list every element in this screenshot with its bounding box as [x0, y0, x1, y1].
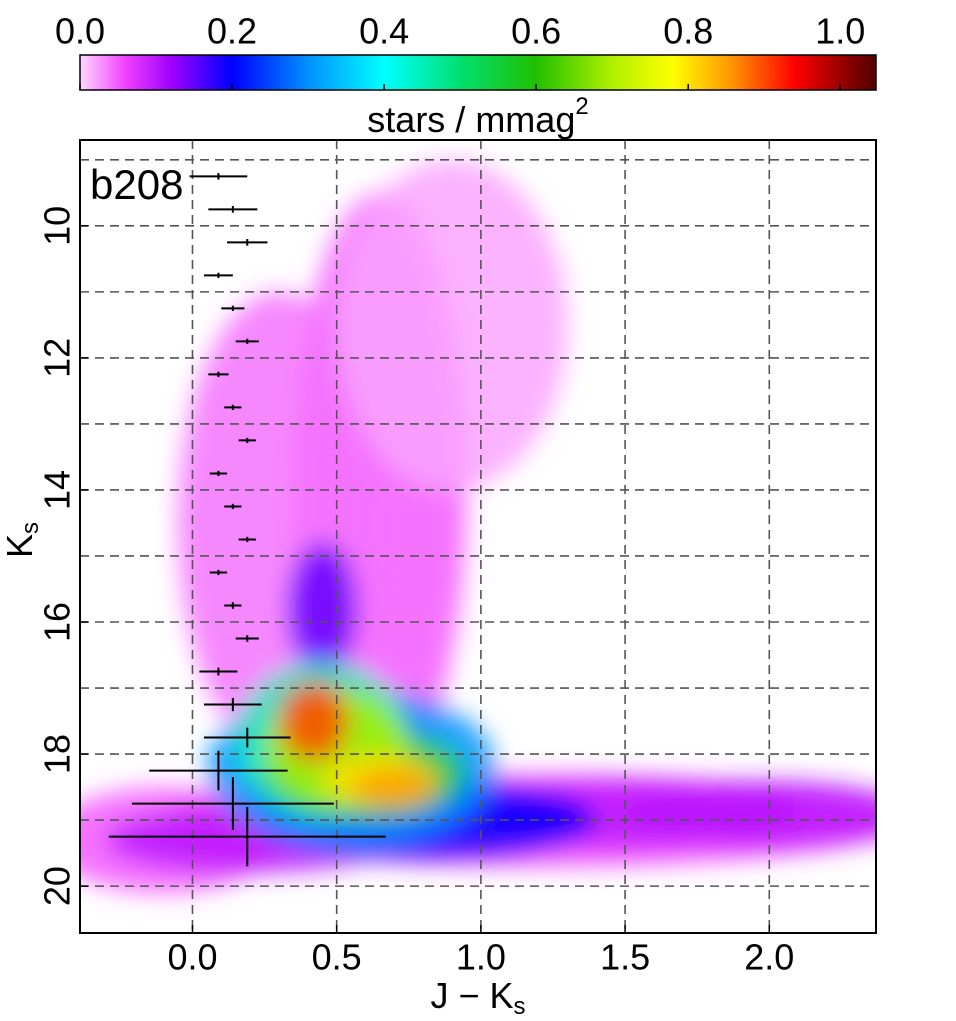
y-label-main: K [0, 534, 40, 558]
colorbar-tick-label: 0.0 [55, 11, 105, 52]
x-label-main: J − K [430, 975, 513, 1016]
colorbar [79, 54, 877, 91]
plot-frame [79, 139, 877, 934]
grid [80, 140, 876, 933]
colorbar-label-sup: 2 [575, 93, 588, 120]
density-blob [336, 159, 568, 490]
y-tick-label: 18 [37, 734, 78, 774]
x-axis-label: J − Ks [430, 975, 525, 1021]
y-tick-label: 16 [37, 602, 78, 642]
y-tick-label: 12 [37, 338, 78, 378]
colorbar-tick-label: 0.4 [359, 11, 409, 52]
x-tick-label: 1.0 [456, 937, 506, 978]
x-tick-label: 1.5 [600, 937, 650, 978]
y-tick-label: 10 [37, 206, 78, 246]
y-label-sub: s [17, 522, 44, 534]
colorbar-tick-label: 0.6 [511, 11, 561, 52]
density-blob [279, 681, 349, 761]
density-blob [287, 542, 357, 675]
density-map [80, 159, 876, 893]
x-tick-label: 0.5 [312, 937, 362, 978]
error-bars [108, 173, 386, 867]
colorbar-label-main: stars / mmag [367, 99, 575, 140]
colorbar-tick-label: 0.8 [663, 11, 713, 52]
colorbar-label: stars / mmag2 [367, 93, 588, 139]
annotation: b208 [90, 161, 183, 208]
y-tick-label: 20 [37, 866, 78, 906]
x-tick-label: 2.0 [744, 937, 794, 978]
y-axis-label: Ks [0, 522, 44, 558]
density-blob [351, 767, 438, 807]
x-tick-label: 0.0 [167, 937, 217, 978]
y-tick-label: 14 [37, 470, 78, 510]
colorbar-tick-label: 0.2 [207, 11, 257, 52]
x-label-sub: s [514, 993, 526, 1020]
colorbar-tick-label: 1.0 [815, 11, 865, 52]
